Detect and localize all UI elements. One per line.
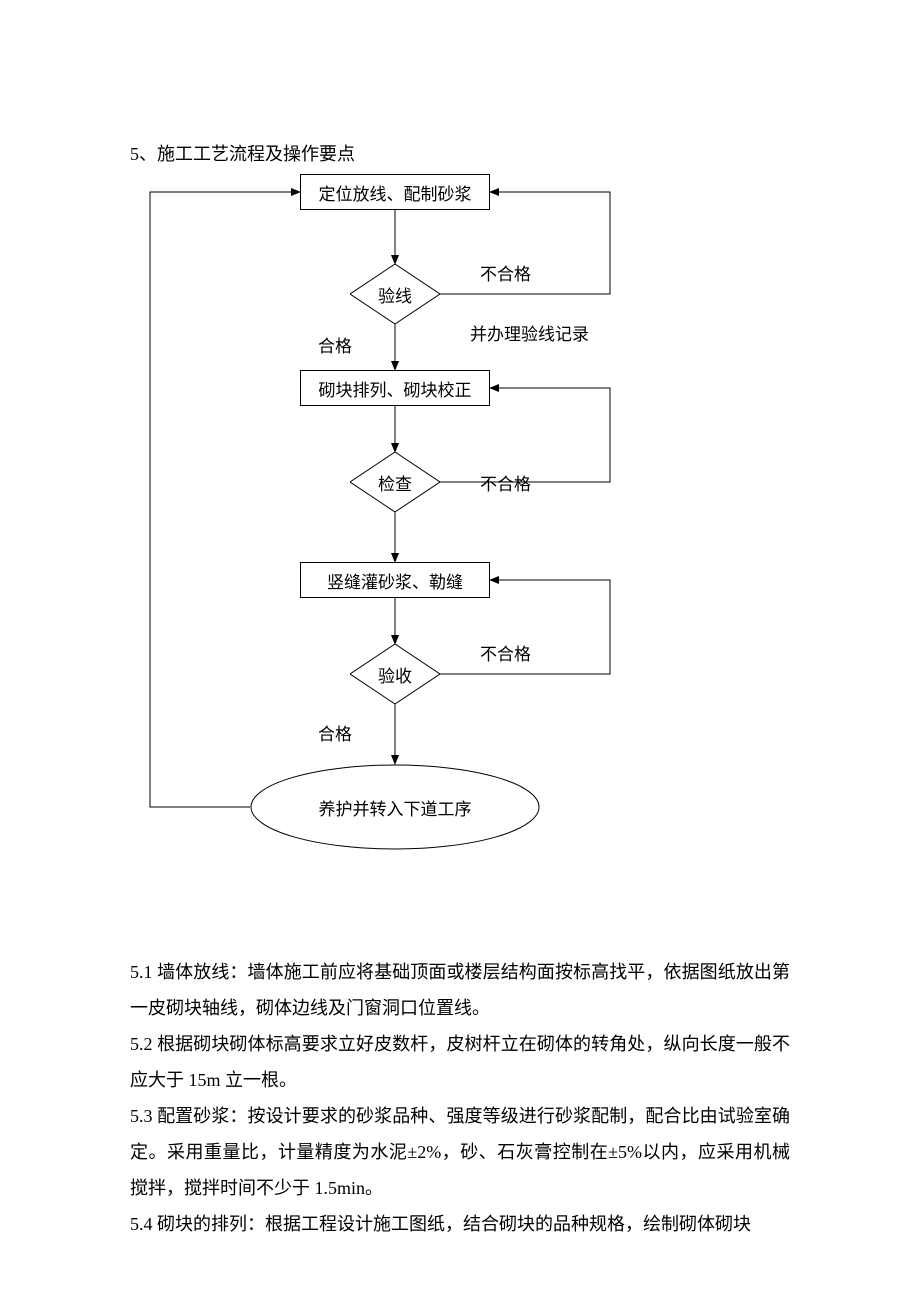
label-record: 并办理验线记录: [470, 320, 589, 345]
node-decision-2: 检查: [350, 452, 440, 512]
label-fail-3: 不合格: [480, 640, 531, 665]
node-label: 检查: [378, 470, 412, 495]
node-label: 砌块排列、砌块校正: [319, 376, 472, 401]
label-fail-2: 不合格: [480, 470, 531, 495]
node-label: 养护并转入下道工序: [319, 795, 472, 820]
label-pass-1: 合格: [318, 332, 352, 357]
node-label: 竖缝灌砂浆、勒缝: [327, 568, 463, 593]
paragraph-5-1: 5.1 墙体放线：墙体施工前应将基础顶面或楼层结构面按标高找平，依据图纸放出第一…: [130, 954, 790, 1026]
node-decision-1: 验线: [350, 264, 440, 324]
flowchart: 定位放线、配制砂浆 验线 砌块排列、砌块校正 检查 竖缝灌砂浆、勒缝 验收 养护…: [130, 174, 790, 884]
paragraph-5-2: 5.2 根据砌块砌体标高要求立好皮数杆，皮树杆立在砌体的转角处，纵向长度一般不应…: [130, 1026, 790, 1098]
paragraph-5-4: 5.4 砌块的排列：根据工程设计施工图纸，结合砌块的品种规格，绘制砌体砌块: [130, 1206, 790, 1242]
section-title: 5、施工工艺流程及操作要点: [130, 140, 790, 166]
body-text: 5.1 墙体放线：墙体施工前应将基础顶面或楼层结构面按标高找平，依据图纸放出第一…: [130, 954, 790, 1242]
label-pass-3: 合格: [318, 720, 352, 745]
node-step-3: 竖缝灌砂浆、勒缝: [300, 562, 490, 598]
node-label: 验线: [378, 282, 412, 307]
paragraph-5-3: 5.3 配置砂浆：按设计要求的砂浆品种、强度等级进行砂浆配制，配合比由试验室确定…: [130, 1098, 790, 1206]
node-label: 定位放线、配制砂浆: [319, 180, 472, 205]
node-step-2: 砌块排列、砌块校正: [300, 370, 490, 406]
label-fail-1: 不合格: [480, 260, 531, 285]
node-decision-3: 验收: [350, 644, 440, 704]
node-label: 验收: [378, 662, 412, 687]
node-step-1: 定位放线、配制砂浆: [300, 174, 490, 210]
node-terminal: 养护并转入下道工序: [250, 764, 540, 850]
